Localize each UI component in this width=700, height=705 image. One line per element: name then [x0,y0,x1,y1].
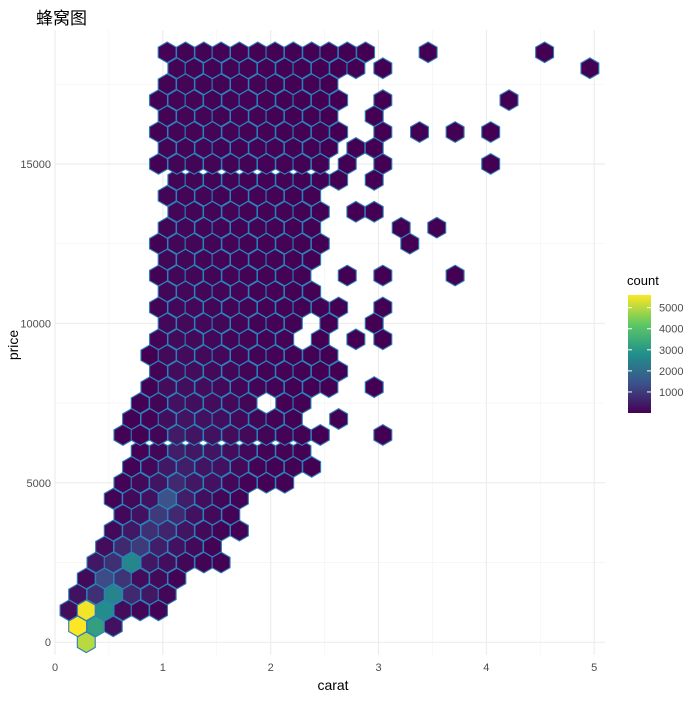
hex-bin [283,41,303,64]
colorbar-tick-label: 3000 [659,345,683,357]
x-tick-label: 4 [483,662,489,674]
hex-bin [310,424,330,446]
hex-bin [265,41,285,64]
hex-bin [410,121,430,144]
hex-bin [445,121,465,144]
hex-bin [337,264,357,287]
hex-bin [391,216,411,239]
hex-bin [346,200,366,223]
x-tick-label: 0 [52,662,58,674]
hexbin-layer [59,41,600,654]
hex-bin [445,264,465,287]
hex-bin [418,41,438,64]
hex-bin [373,424,393,446]
y-tick-label: 0 [45,637,51,649]
y-axis-ticks: 0 5000 10000 15000 [20,159,51,649]
hex-bin [194,41,214,64]
hex-bin [481,121,501,144]
hex-bin [373,296,393,319]
hex-bin [175,41,195,64]
hex-bin [329,296,349,319]
y-tick-label: 15000 [20,159,51,171]
hex-bin [356,41,376,64]
hex-bin [346,137,366,159]
colorbar-ticks: 1000 2000 3000 4000 5000 [628,303,683,399]
hex-bin [427,216,447,239]
hex-bin [373,89,393,112]
hex-bin [580,57,600,80]
colorbar-tick-label: 2000 [659,366,683,378]
y-tick-label: 5000 [27,478,51,490]
hex-bin [302,280,322,303]
x-tick-label: 3 [375,662,381,674]
hex-bin [337,41,357,64]
x-tick-label: 2 [268,662,274,674]
chart-title: 蜂窝图 [36,9,87,28]
colorbar-tick-label: 1000 [659,387,683,399]
hex-bin [364,376,384,399]
hex-bin [373,264,393,287]
hex-bin [229,41,249,64]
hex-bin [248,41,268,64]
legend-title: count [627,273,659,288]
x-tick-label: 1 [160,662,166,674]
colorbar-tick-label: 5000 [659,303,683,315]
hex-bin [373,57,393,80]
colorbar [628,295,651,413]
hex-bin [535,41,555,64]
hex-bin [319,41,339,64]
colorbar-tick-label: 4000 [659,324,683,336]
x-axis-ticks: 0 1 2 3 4 5 [52,662,597,674]
hex-bin [346,328,366,351]
hex-bin [302,455,322,478]
hex-bin [499,89,519,112]
hex-bin [329,121,349,144]
y-tick-label: 10000 [20,318,51,330]
x-tick-label: 5 [591,662,597,674]
hex-bin [364,200,384,223]
hex-bin [481,152,501,175]
y-axis-label: price [5,330,21,361]
hex-bin [211,41,231,64]
hex-bin [329,360,349,383]
x-axis-label: carat [317,677,348,693]
hex-bin [329,408,349,431]
hex-bin [157,41,177,64]
hex-bin [329,89,349,112]
hex-bin [302,41,322,64]
